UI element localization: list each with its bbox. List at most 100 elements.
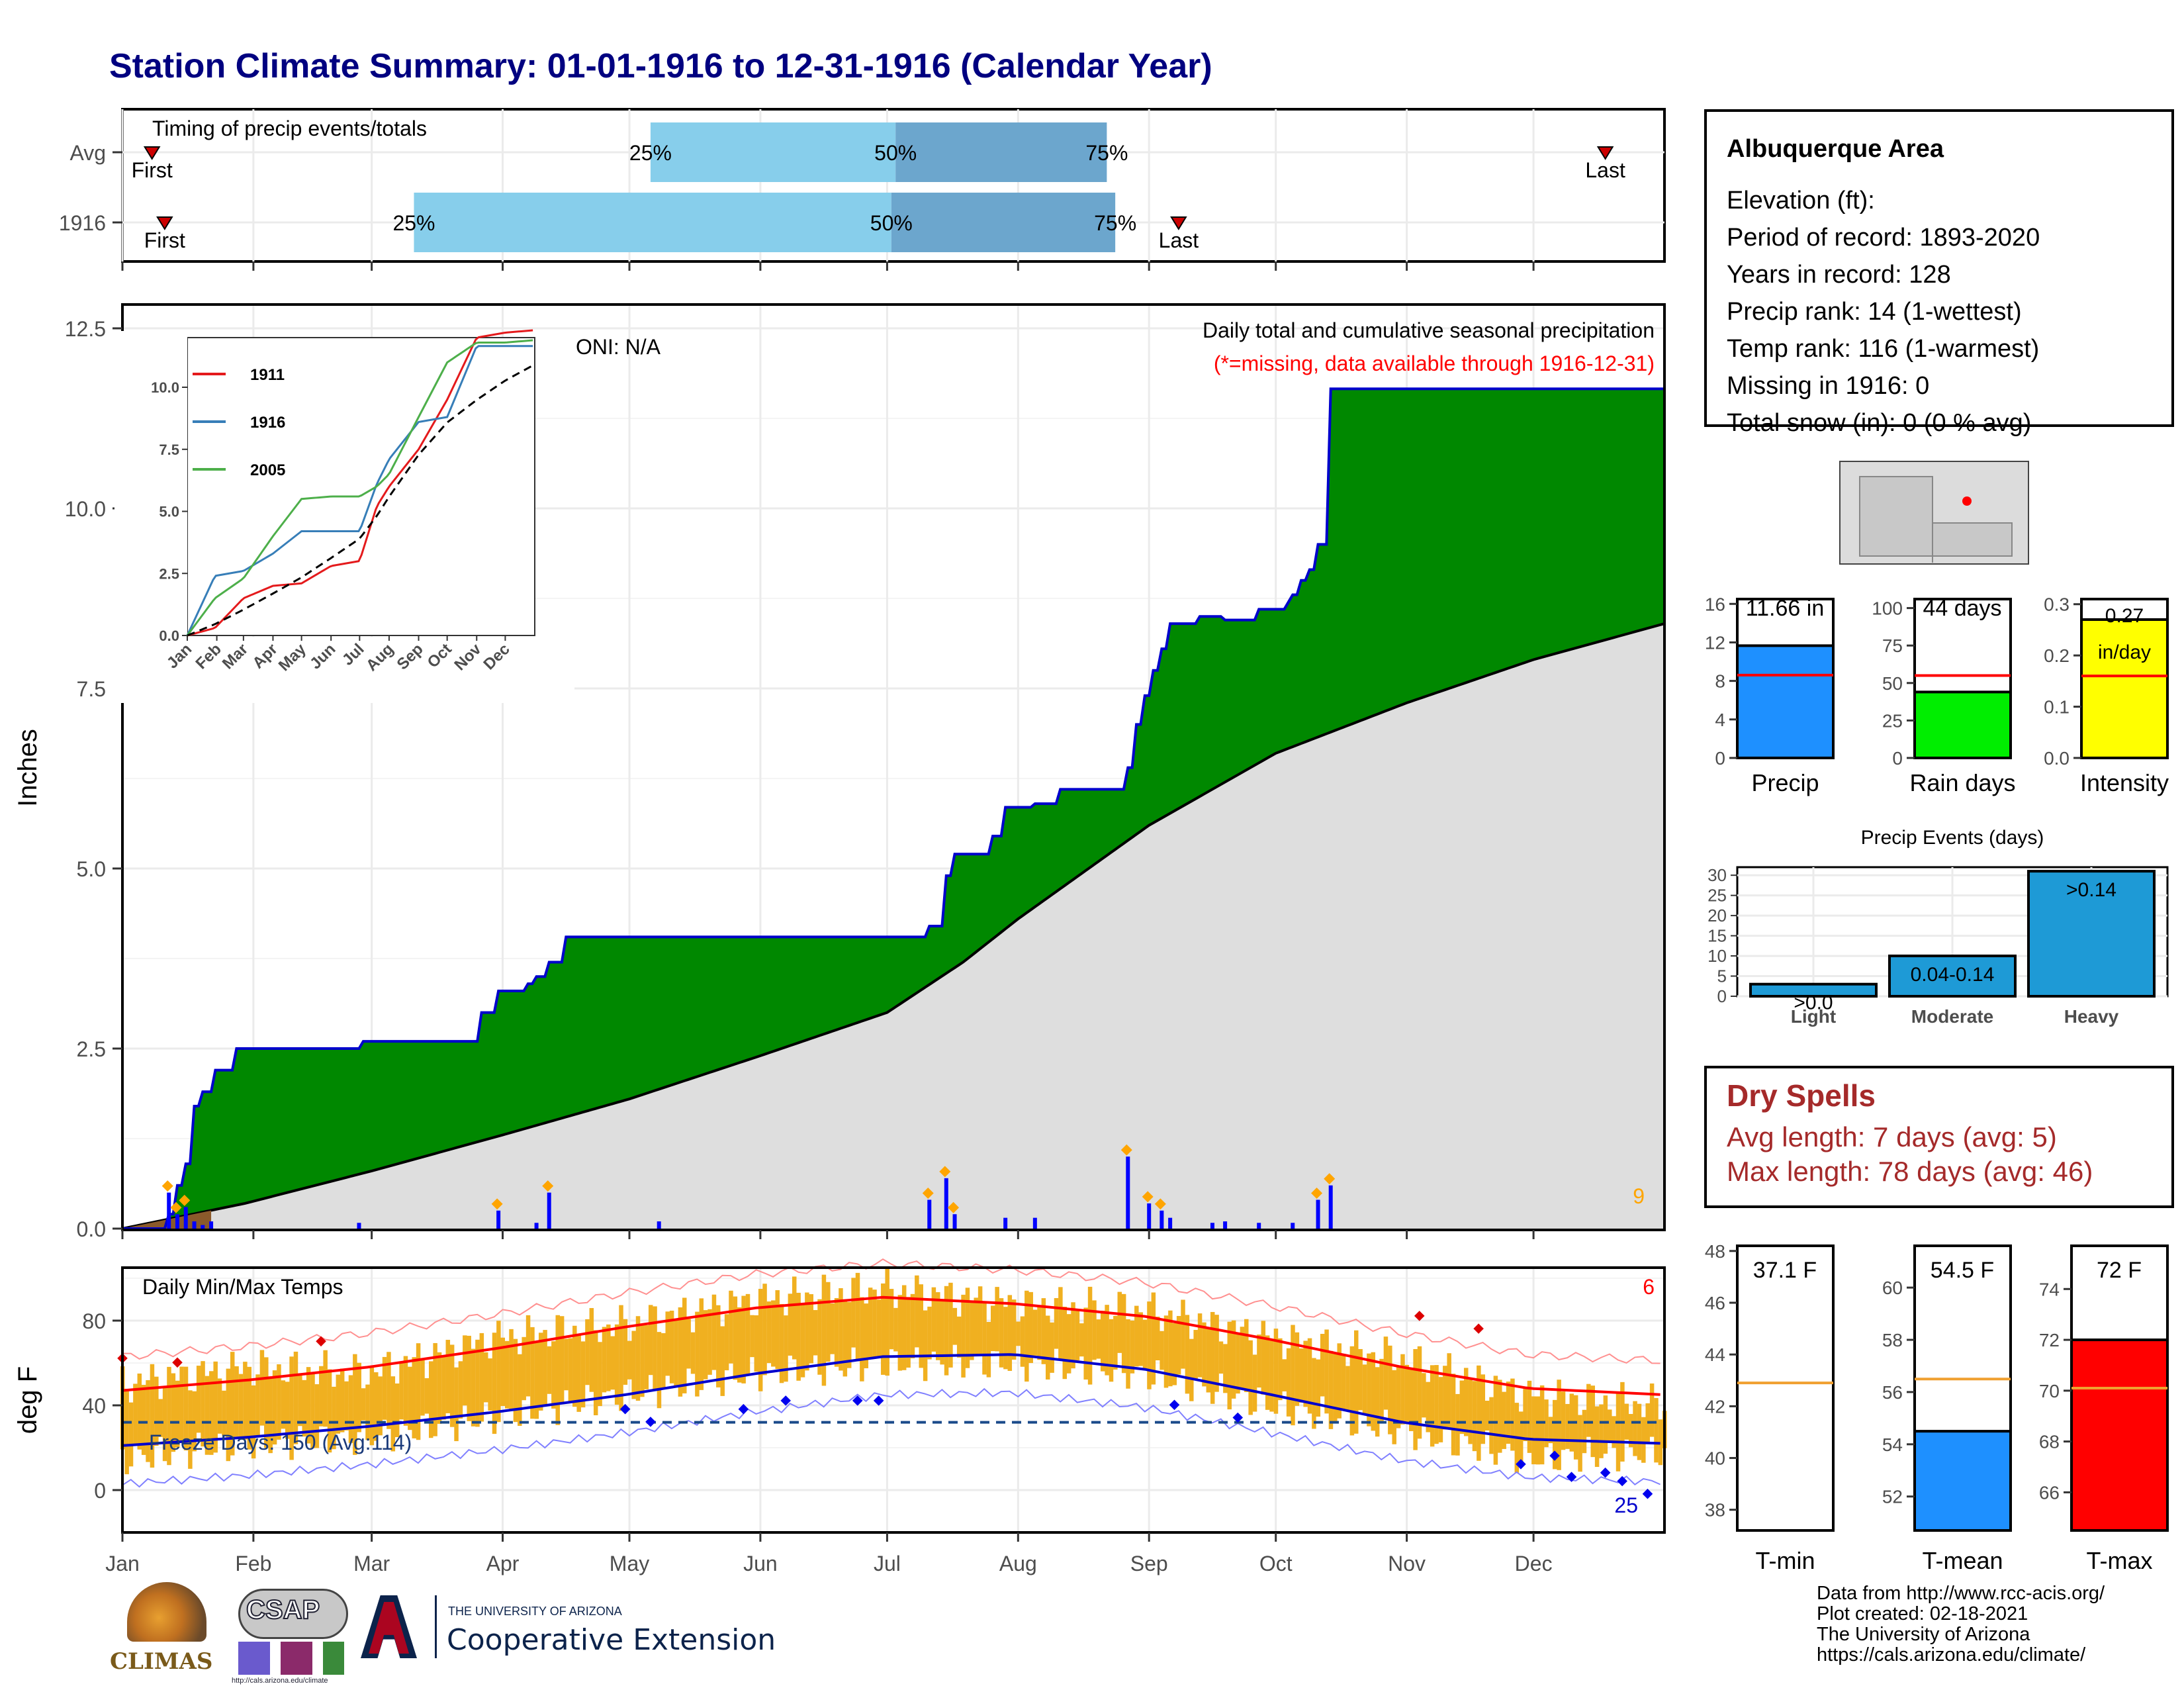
daily-temp-bar [154,1376,159,1446]
precip-summary-ytick-label: 4 [1715,710,1725,730]
tmax-summary-ytick-label: 70 [2039,1381,2060,1401]
daily-temp-bar [1240,1327,1245,1389]
events-ytick-label: 5 [1717,966,1727,986]
daily-temp-bar [1459,1380,1465,1434]
month-label: Dec [1515,1552,1553,1575]
daily-temp-bar [944,1286,949,1376]
daily-temp-bar [1451,1374,1456,1456]
daily-temp-bar [1328,1350,1334,1429]
daily-temp-bar [893,1307,898,1352]
daily-temp-bar [580,1341,586,1408]
daily-temp-bar [1083,1307,1088,1380]
daily-temp-bar [956,1316,962,1358]
daily-temp-bar [876,1299,882,1358]
timing-panel-title: Timing of precip events/totals [152,117,427,140]
daily-temp-bar [906,1297,911,1368]
daily-precip-bar [357,1223,361,1229]
daily-temp-bar [348,1375,353,1443]
daily-temp-bar [1383,1336,1388,1410]
daily-temp-bar [1463,1368,1469,1436]
daily-temp-bar [133,1383,138,1446]
daily-temp-bar [919,1284,923,1368]
precip-ytick-label: 7.5 [77,677,106,701]
daily-precip-bar [944,1178,948,1229]
daily-temp-bar [500,1337,506,1406]
daily-temp-bar [534,1342,539,1419]
daily-temp-bar [741,1295,746,1383]
extreme-precip-marker [939,1166,951,1178]
tmax-summary-value: 72 F [2097,1258,2142,1283]
precip-panel-frame [121,303,1666,1231]
month-label: Jul [874,1552,901,1575]
daily-precip-bar [183,1207,188,1229]
daily-temp-bar [1337,1343,1342,1419]
daily-temp-bar [826,1282,831,1362]
daily-temp-bar [1189,1338,1194,1401]
daily-temp-bar [310,1373,315,1448]
daily-temp-bar [188,1390,193,1469]
timing-label-50: 50% [870,211,913,235]
daily-temp-bar [525,1315,531,1397]
daily-temp-bar [661,1333,666,1389]
daily-temp-bar [623,1319,628,1385]
month-label: Jan [105,1552,140,1575]
extreme-precip-marker [1311,1187,1323,1199]
daily-temp-bar [1565,1403,1570,1449]
climas-logo: CLIMAS [107,1582,220,1688]
daily-temp-bar [1392,1370,1396,1444]
inset-line-1916 [186,345,533,636]
daily-temp-bar [1493,1376,1498,1465]
daily-temp-bar [897,1295,903,1371]
daily-precip-bar [1328,1185,1333,1229]
daily-temp-bar [1134,1305,1139,1367]
daily-temp-bar [813,1310,818,1356]
daily-temp-bar [323,1350,328,1427]
daily-temp-bar [1349,1346,1355,1436]
tmax-summary-ytick-label: 74 [2039,1279,2060,1299]
precip-summary-ytick-label: 8 [1715,671,1725,692]
daily-temp-bar [1658,1419,1663,1466]
daily-temp-bar [1066,1314,1071,1374]
tmean-summary-value: 54.5 F [1931,1258,1994,1283]
tmin-summary-label: T-min [1756,1547,1815,1574]
daily-temp-bar [277,1364,281,1440]
month-label: Oct [1259,1552,1293,1575]
credit-university: The University of Arizona [1817,1624,2030,1645]
daily-temp-bar [846,1301,852,1368]
daily-temp-bar [800,1304,805,1378]
cold-record-marker [1549,1450,1560,1461]
daily-temp-bar [1443,1366,1447,1430]
month-label: Feb [235,1552,271,1575]
daily-temp-bar [1404,1364,1410,1425]
intensity-summary-value: 0.27 [2105,605,2144,627]
csap-logo: CSAP http://cals.arizona.edu/climate [232,1582,351,1688]
daily-temp-bar [889,1289,894,1350]
daily-temp-bar [1396,1366,1401,1429]
daily-temp-bar [1011,1299,1017,1360]
precip-ytick-label: 12.5 [65,317,106,341]
daily-temp-bar [1046,1315,1050,1380]
daily-temp-bar [1214,1315,1219,1392]
daily-temp-bar [205,1376,210,1455]
daily-temp-bar [1032,1309,1038,1356]
daily-temp-bar [327,1369,332,1453]
timing-label-75: 75% [1094,211,1136,235]
daily-temp-bar [1130,1320,1135,1374]
csap-cloud-icon [238,1589,348,1639]
daily-temp-bar [720,1326,725,1396]
precip-panel-header: Daily total and cumulative seasonal prec… [1203,318,1655,342]
daily-temp-bar [606,1324,611,1391]
tmax-summary-label: T-max [2086,1547,2152,1574]
daily-temp-bar [851,1278,856,1348]
daily-temp-bar [230,1352,235,1456]
daily-temp-bar [1269,1340,1274,1412]
daily-temp-bar [1016,1321,1021,1346]
daily-temp-bar [821,1274,827,1386]
events-ytick-label: 10 [1707,946,1727,966]
daily-temp-bar [792,1276,797,1360]
daily-temp-bar [483,1352,488,1403]
intensity-summary-label: Intensity [2080,769,2169,796]
daily-precip-bar [927,1199,932,1229]
daily-temp-bar [724,1314,729,1371]
daily-temp-bar [1354,1330,1359,1434]
